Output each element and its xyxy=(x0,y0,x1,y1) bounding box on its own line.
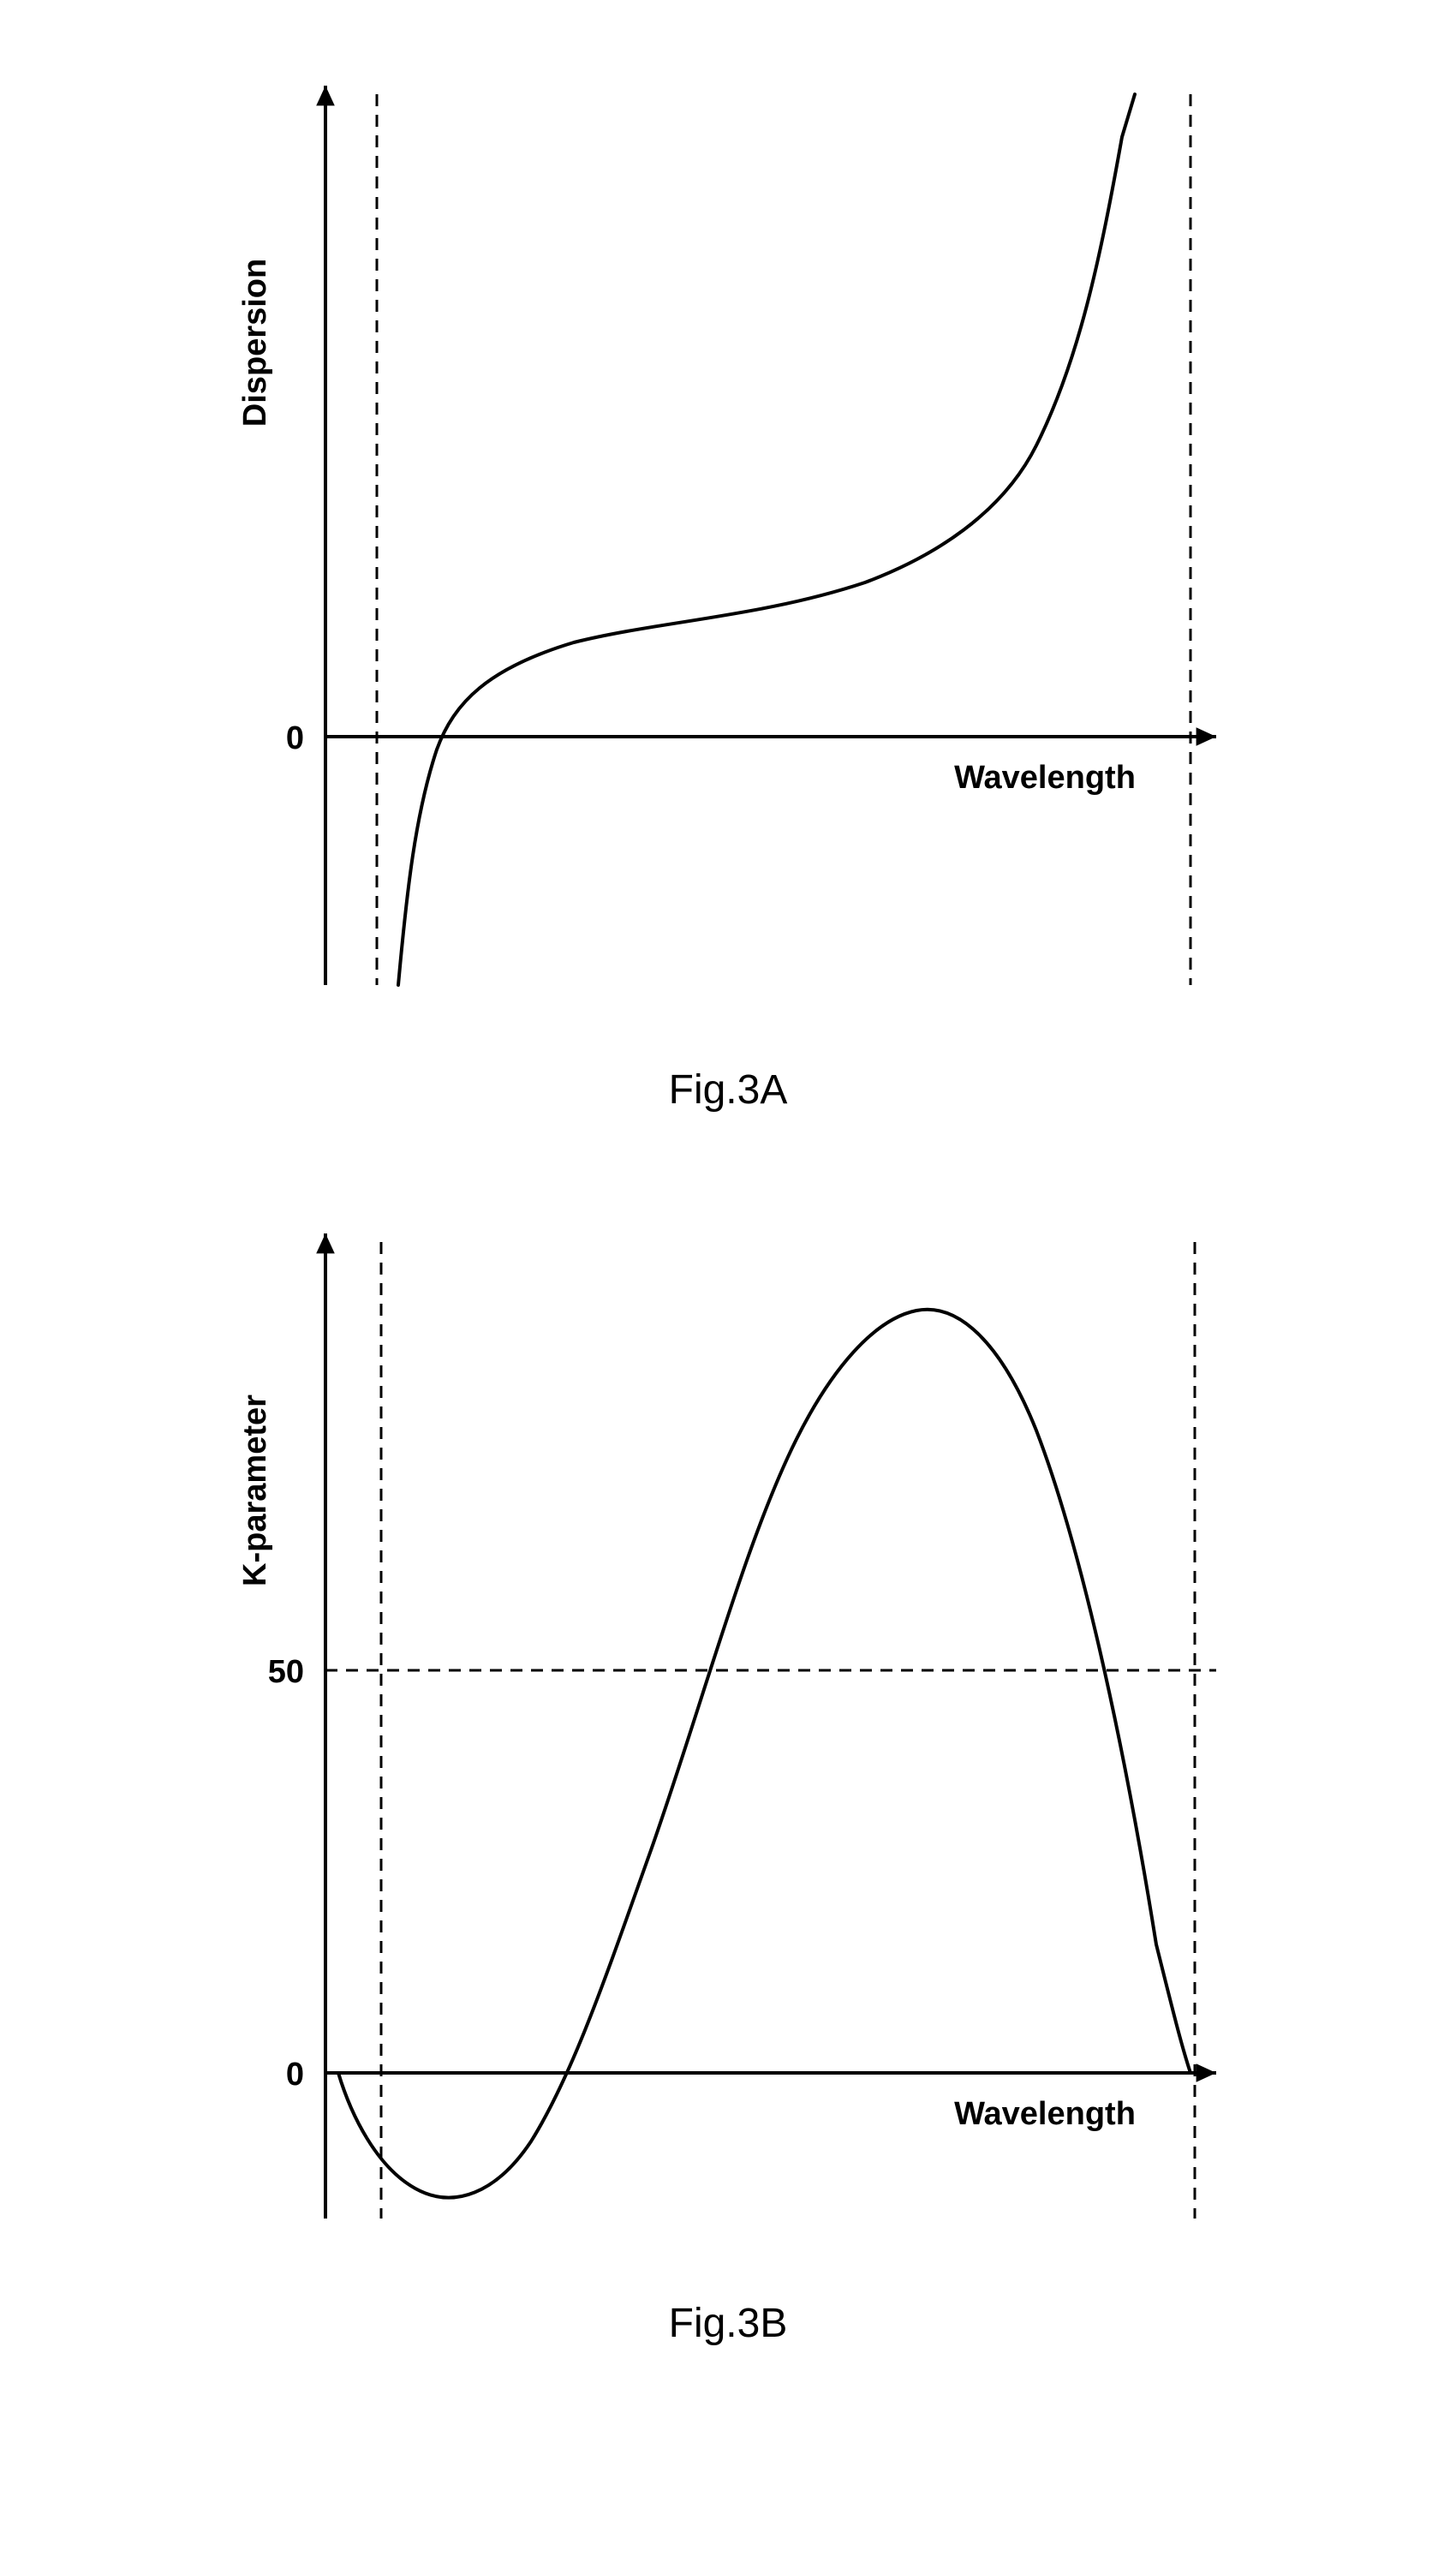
figure-3b-ylabel: K-parameter xyxy=(237,1394,273,1586)
page-container: Dispersion Wavelength 0 Fig.3A K-parameter… xyxy=(0,0,1456,2562)
figure-3a-caption: Fig.3A xyxy=(669,1066,788,1114)
figure-3b-svg: K-parameter Wavelength 50 0 xyxy=(214,1216,1242,2244)
figure-3a-svg: Dispersion Wavelength 0 xyxy=(214,69,1242,1011)
figure-3a-ytick-0: 0 xyxy=(286,720,304,756)
figure-3b-caption: Fig.3B xyxy=(669,2300,788,2347)
figure-3b: K-parameter Wavelength 50 0 xyxy=(214,1216,1242,2248)
figure-3b-ytick-50: 50 xyxy=(268,1654,304,1690)
figure-3a-ylabel: Dispersion xyxy=(237,259,273,427)
figure-3a: Dispersion Wavelength 0 xyxy=(214,69,1242,1015)
figure-3a-xlabel: Wavelength xyxy=(954,760,1136,796)
figure-3b-xlabel: Wavelength xyxy=(954,2096,1136,2132)
figure-3b-ytick-0: 0 xyxy=(286,2057,304,2093)
